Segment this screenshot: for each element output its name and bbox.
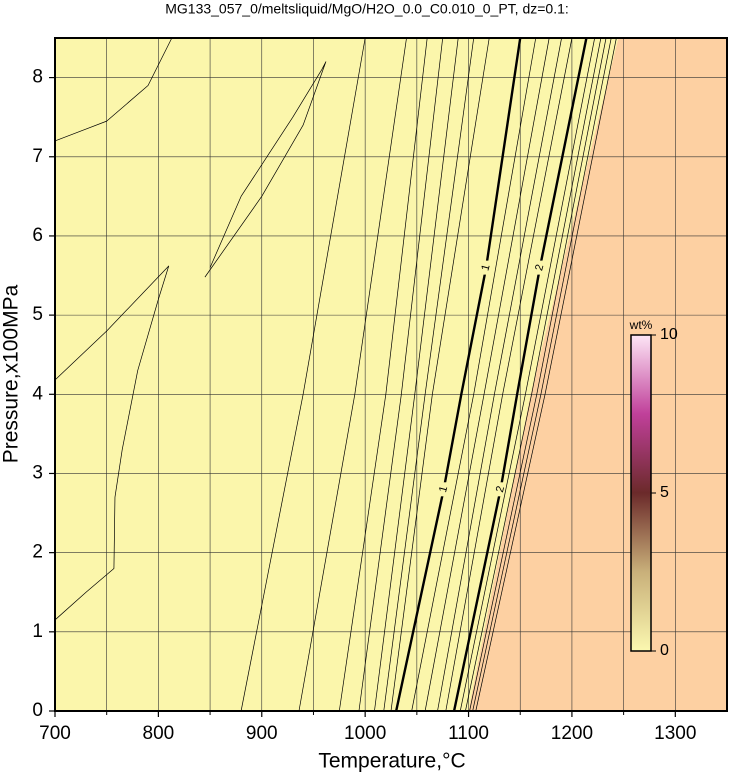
y-tick-label: 0 [32,700,43,721]
contour-line [54,265,170,621]
x-tick-label: 900 [246,723,278,744]
contour-line [445,37,573,712]
contour-line [204,61,327,278]
contour-label-bg [481,260,492,275]
contour-line [475,37,617,712]
region [468,38,727,711]
contour-line [240,37,366,712]
contour-label: 1 [479,263,492,272]
contour-line [459,37,596,712]
contour-line [358,37,444,712]
contour-label: 2 [494,485,507,494]
contour-line-bold [394,37,522,712]
colorbar-tick-label: 0 [660,642,669,659]
x-tick-label: 1100 [448,723,489,744]
contour-line-bold [452,37,588,712]
x-tick-label: 1300 [654,723,696,744]
contour-line [424,37,550,712]
contour-line [469,37,607,712]
colorbar-tick-label: 10 [660,326,678,343]
y-tick-label: 3 [32,462,43,483]
y-tick-label: 6 [32,225,43,246]
x-tick-label: 800 [143,723,175,744]
y-tick-label: 7 [32,146,43,167]
y-tick-label: 5 [32,304,43,325]
y-tick-label: 2 [32,542,43,563]
y-tick-label: 8 [32,67,43,88]
contour-label-bg [438,482,449,497]
contour-label: 2 [533,263,546,272]
y-tick-label: 1 [32,621,43,642]
contour-line [298,37,407,712]
colorbar-label: wt% [629,318,653,332]
chart-title: MG133_057_0/meltsliquid/MgO/H2O_0.0_C0.0… [165,1,569,17]
contour-line [374,37,459,712]
contour-label: 1 [437,485,450,494]
contour-line [54,37,173,142]
y-tick-label: 4 [32,383,43,404]
contour-line [465,37,602,712]
x-tick-label: 700 [39,723,71,744]
contour-line [472,37,612,712]
x-tick-label: 1000 [344,723,386,744]
y-axis-label: Pressure,x100MPa [0,284,23,463]
contour-label-bg [495,482,506,497]
colorbar [630,334,652,652]
plot-frame [54,37,728,712]
contour-line [437,37,562,712]
contour-line [390,37,490,712]
contour-label-bg [534,260,545,275]
x-tick-label: 1200 [551,723,593,744]
contour-line [411,37,537,712]
contour-line [338,37,428,712]
contour-line [383,37,475,712]
x-axis-label: Temperature,°C [318,750,465,773]
colorbar-tick-label: 5 [660,484,669,501]
